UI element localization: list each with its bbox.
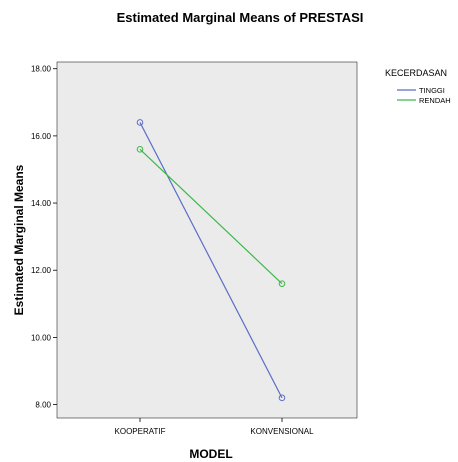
y-axis-label: Estimated Marginal Means — [12, 164, 26, 315]
x-axis: KOOPERATIF KONVENSIONAL — [115, 418, 314, 436]
y-tick-label: 18.00 — [31, 65, 52, 74]
y-tick-label: 8.00 — [35, 401, 51, 410]
y-tick-label: 16.00 — [31, 132, 52, 141]
y-axis: 8.00 10.00 12.00 14.00 16.00 18.00 — [31, 65, 57, 410]
series-line-rendah — [139, 148, 283, 285]
series-layer — [136, 119, 286, 402]
chart-title: Estimated Marginal Means of PRESTASI — [117, 10, 364, 25]
series-point-tinggi — [278, 394, 286, 402]
y-tick-label: 14.00 — [31, 199, 52, 208]
plot-area — [56, 61, 358, 419]
x-tick-label: KOOPERATIF — [115, 427, 166, 436]
series-point-rendah — [136, 146, 144, 153]
series-line-tinggi — [139, 122, 283, 399]
x-tick-label: KONVENSIONAL — [250, 427, 314, 436]
y-tick-label: 10.00 — [31, 333, 52, 342]
series-point-rendah — [278, 280, 286, 287]
legend-title: KECERDASAN — [385, 68, 447, 78]
series-point-tinggi — [136, 119, 144, 126]
legend-label-rendah: RENDAH — [419, 96, 451, 105]
x-axis-label: MODEL — [189, 447, 232, 461]
legend-label-tinggi: TINGGI — [419, 86, 445, 95]
y-tick-label: 12.00 — [31, 266, 52, 275]
